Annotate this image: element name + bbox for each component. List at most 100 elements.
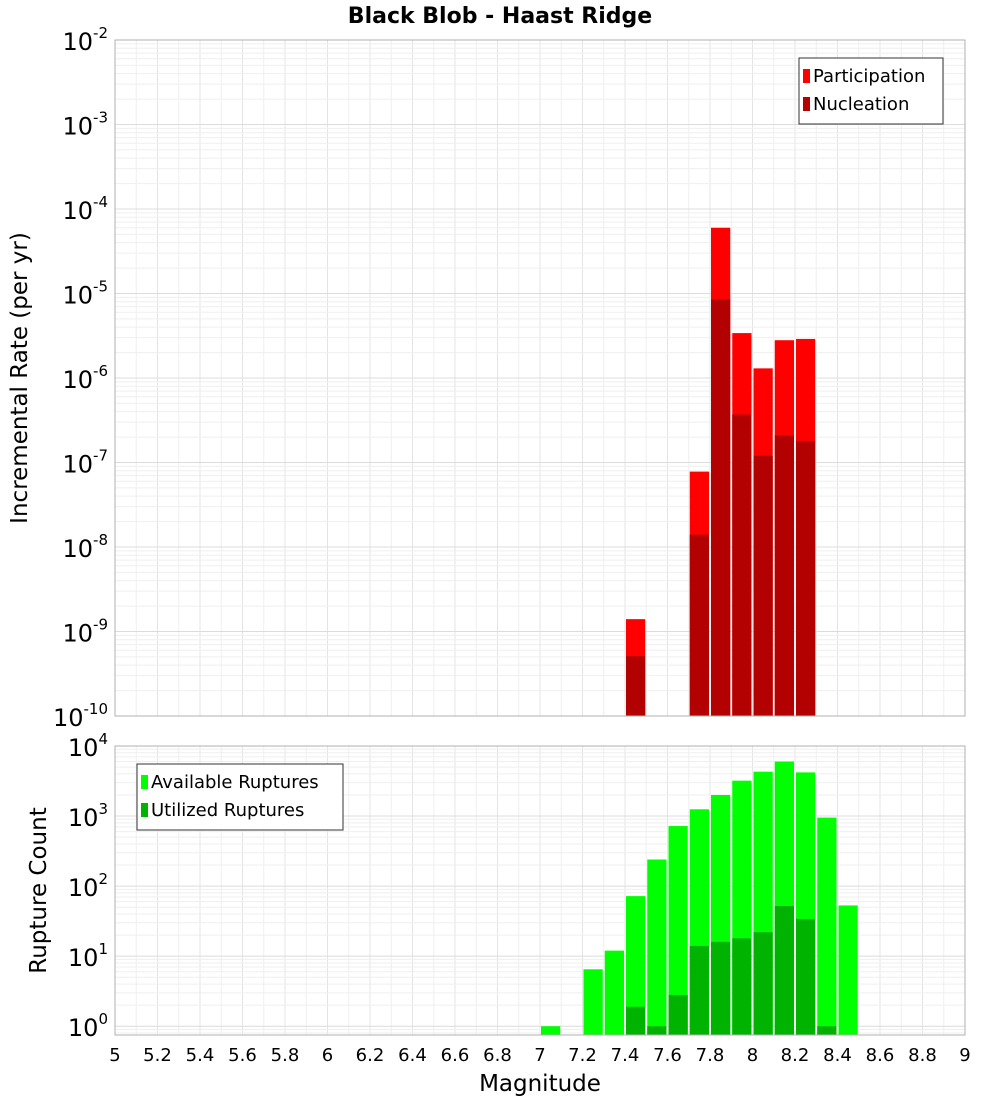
y-tick-exponent: 0 (98, 1010, 108, 1028)
x-tick-label: 7.2 (568, 1045, 597, 1066)
y-tick-label: 10-4 (62, 193, 108, 225)
legend-box (798, 57, 944, 125)
bar-available-ruptures (647, 859, 667, 1035)
y-tick-label: 10-10 (53, 700, 108, 732)
y-tick-label: 10-6 (62, 362, 108, 394)
y-tick-base: 10 (62, 366, 93, 394)
y-tick-base: 10 (62, 620, 93, 648)
bar-nucleation (753, 455, 773, 716)
y-tick-base: 10 (62, 113, 93, 141)
y-tick-base: 10 (62, 197, 93, 225)
y-tick-label: 10-5 (62, 278, 108, 310)
x-tick-label: 7 (534, 1045, 545, 1066)
x-tick-label: 9 (959, 1045, 970, 1066)
chart-title: Black Blob - Haast Ridge (348, 4, 652, 29)
bar-nucleation (774, 435, 794, 716)
legend-label: Available Ruptures (151, 772, 319, 793)
y-tick-base: 10 (68, 874, 99, 902)
y-tick-base: 10 (62, 451, 93, 479)
y-tick-exponent: -6 (93, 362, 108, 380)
y-tick-label: 10-7 (62, 447, 108, 479)
y-tick-label: 102 (68, 870, 108, 902)
y-tick-base: 10 (68, 734, 99, 762)
x-tick-label: 6.8 (483, 1045, 512, 1066)
plot-border (114, 745, 966, 1036)
bar-available-ruptures (583, 969, 603, 1035)
legend-swatch (803, 69, 810, 83)
x-tick-label: 8.6 (866, 1045, 895, 1066)
legend-label: Nucleation (813, 94, 909, 115)
bar-nucleation (689, 534, 709, 716)
y-tick-label: 10-3 (62, 109, 108, 141)
legend: Participation Nucleation (798, 57, 944, 125)
x-tick-label: 7.8 (696, 1045, 725, 1066)
x-tick-label: 5.4 (186, 1045, 215, 1066)
x-tick-label: 6.4 (398, 1045, 427, 1066)
bar-utilized-ruptures (626, 1006, 646, 1035)
legend-box (136, 763, 344, 831)
x-tick-label: 7.6 (653, 1045, 682, 1066)
x-tick-label: 8 (747, 1045, 758, 1066)
bar-utilized-ruptures (817, 1026, 837, 1035)
y-tick-exponent: 4 (98, 730, 108, 748)
y-tick-exponent: 1 (98, 940, 108, 958)
y-tick-base: 10 (53, 704, 84, 732)
bar-nucleation (711, 299, 731, 716)
bar-utilized-ruptures (647, 1026, 667, 1035)
y-tick-base: 10 (62, 28, 93, 56)
y-tick-label: 101 (68, 940, 108, 972)
y-tick-exponent: -5 (93, 278, 108, 296)
bar-available-ruptures (668, 826, 688, 1035)
y-axis-label: Rupture Count (26, 807, 52, 973)
legend-label: Participation (813, 66, 925, 87)
bar-utilized-ruptures (796, 918, 816, 1035)
y-tick-label: 10-2 (62, 24, 108, 56)
y-tick-exponent: -8 (93, 531, 108, 549)
bar-utilized-ruptures (732, 938, 752, 1035)
x-tick-label: 8.4 (823, 1045, 852, 1066)
x-tick-label: 5 (109, 1045, 120, 1066)
y-tick-exponent: -7 (93, 447, 108, 465)
bar-utilized-ruptures (668, 994, 688, 1035)
x-axis-label: Magnitude (479, 1071, 601, 1097)
bar-available-ruptures (817, 817, 837, 1035)
bar-available-ruptures (838, 905, 858, 1035)
bar-utilized-ruptures (689, 945, 709, 1035)
bar-available-ruptures (626, 896, 646, 1035)
y-tick-base: 10 (62, 535, 93, 563)
x-tick-label: 5.8 (271, 1045, 300, 1066)
bar-nucleation (732, 414, 752, 716)
y-tick-exponent: -10 (84, 700, 109, 718)
y-tick-exponent: 3 (98, 800, 108, 818)
y-axis-label: Incremental Rate (per yr) (7, 232, 33, 524)
bar-available-ruptures (604, 950, 624, 1035)
plot-border (114, 39, 966, 717)
x-tick-label: 6.6 (441, 1045, 470, 1066)
legend-label: Utilized Ruptures (151, 800, 304, 821)
bar-utilized-ruptures (753, 932, 773, 1035)
bar-available-ruptures (541, 1026, 561, 1035)
x-tick-label: 6 (322, 1045, 333, 1066)
y-tick-label: 103 (68, 800, 108, 832)
x-tick-label: 7.4 (611, 1045, 640, 1066)
bar-utilized-ruptures (711, 941, 731, 1035)
y-tick-base: 10 (62, 282, 93, 310)
legend-swatch (803, 97, 810, 111)
legend: Available Ruptures Utilized Ruptures (136, 763, 344, 831)
legend-swatch (141, 775, 148, 789)
y-tick-label: 10-8 (62, 531, 108, 563)
y-tick-exponent: -4 (93, 193, 108, 211)
y-tick-label: 104 (68, 730, 108, 762)
bar-nucleation (626, 656, 646, 716)
y-tick-exponent: -9 (93, 616, 108, 634)
y-tick-exponent: 2 (98, 870, 108, 888)
x-tick-label: 5.6 (228, 1045, 257, 1066)
y-tick-label: 100 (68, 1010, 108, 1042)
x-tick-label: 5.2 (143, 1045, 172, 1066)
y-tick-base: 10 (68, 804, 99, 832)
bar-utilized-ruptures (774, 906, 794, 1035)
y-tick-exponent: -3 (93, 109, 108, 127)
